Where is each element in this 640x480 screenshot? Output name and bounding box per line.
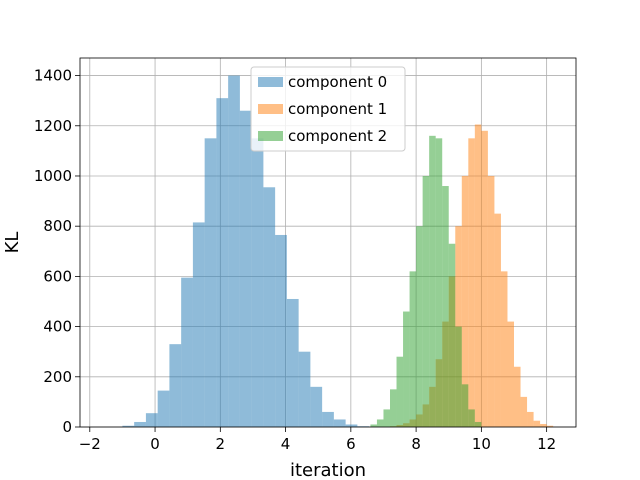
histogram-bar bbox=[494, 213, 501, 427]
histogram-bar bbox=[507, 321, 514, 427]
x-tick-label: 0 bbox=[150, 435, 160, 453]
histogram-bar bbox=[169, 344, 182, 427]
histogram-bar bbox=[442, 186, 449, 427]
histogram-bar bbox=[422, 175, 430, 427]
histogram-bar bbox=[204, 138, 217, 427]
histogram-bar bbox=[468, 138, 475, 427]
histogram-bar bbox=[157, 390, 170, 427]
y-axis-label: KL bbox=[2, 232, 23, 254]
histogram-bar bbox=[122, 425, 135, 427]
histogram-bar bbox=[474, 421, 482, 427]
histogram-bar bbox=[487, 175, 495, 427]
x-tick-label: 2 bbox=[216, 435, 226, 453]
x-tick-label: 10 bbox=[472, 435, 491, 453]
histogram-bar bbox=[435, 138, 443, 427]
histogram-bar bbox=[376, 419, 384, 427]
x-tick-label: 12 bbox=[537, 435, 556, 453]
x-tick-label: 8 bbox=[411, 435, 421, 453]
histogram-bar bbox=[416, 226, 423, 427]
histogram-bar bbox=[448, 243, 456, 427]
y-tick-label: 0 bbox=[62, 418, 72, 436]
histogram-bar bbox=[546, 425, 554, 427]
histogram-bar bbox=[216, 98, 229, 427]
histogram-bar bbox=[520, 396, 528, 427]
histogram-bar bbox=[481, 130, 488, 428]
histogram-bar bbox=[468, 409, 475, 427]
histogram-bar bbox=[455, 326, 462, 427]
histogram-bar bbox=[333, 419, 346, 427]
histogram-bar bbox=[228, 75, 240, 428]
y-tick-label: 1200 bbox=[34, 117, 72, 135]
x-tick-label: 4 bbox=[281, 435, 291, 453]
axis-ticks: −2 0 2 4 6 8 10 12 0 200 400 600 800 1000 1200 1400 bbox=[34, 67, 556, 453]
histogram-bar bbox=[251, 138, 264, 427]
histogram-bar bbox=[527, 411, 534, 427]
x-axis-label: iteration bbox=[290, 460, 366, 480]
histogram-bar bbox=[134, 421, 146, 427]
histogram-bar bbox=[396, 356, 404, 427]
histogram-bar bbox=[540, 423, 547, 427]
y-tick-label: 200 bbox=[43, 368, 72, 386]
y-tick-label: 800 bbox=[43, 217, 72, 235]
y-tick-label: 1400 bbox=[34, 67, 72, 85]
histogram-bar bbox=[403, 311, 410, 427]
histogram-bar bbox=[192, 222, 205, 427]
histogram-bar bbox=[370, 424, 377, 427]
histogram-bar bbox=[474, 124, 482, 427]
histogram-bar bbox=[390, 389, 397, 427]
histogram-bar bbox=[383, 409, 390, 427]
legend: component 0 component 1 component 2 bbox=[250, 66, 406, 152]
histogram-bar bbox=[514, 366, 521, 427]
legend-swatch bbox=[258, 104, 283, 114]
y-tick-label: 600 bbox=[43, 267, 72, 285]
histogram-bar bbox=[461, 175, 469, 427]
histogram-bar bbox=[275, 234, 287, 427]
plot-frame bbox=[79, 57, 577, 428]
legend-label: component 2 bbox=[288, 127, 387, 145]
histogram-bar bbox=[322, 411, 334, 427]
legend-box bbox=[250, 66, 406, 152]
histogram-bar bbox=[429, 135, 436, 427]
histogram-bar bbox=[533, 420, 541, 427]
histogram-bar bbox=[409, 271, 417, 427]
histogram-bar bbox=[263, 187, 276, 427]
histogram-bar bbox=[345, 424, 358, 427]
y-tick-label: 1000 bbox=[34, 167, 72, 185]
y-tick-label: 400 bbox=[43, 318, 72, 336]
legend-label: component 0 bbox=[288, 73, 387, 91]
histogram-bar bbox=[461, 384, 469, 427]
x-tick-label: 6 bbox=[346, 435, 356, 453]
histogram-bar bbox=[500, 271, 508, 427]
histogram-bar bbox=[286, 298, 299, 427]
legend-swatch bbox=[258, 77, 283, 87]
histogram-bar bbox=[310, 386, 323, 427]
x-tick-label: −2 bbox=[79, 435, 101, 453]
histogram-bar bbox=[145, 413, 158, 427]
legend-label: component 1 bbox=[288, 100, 387, 118]
histogram-bar bbox=[298, 351, 311, 427]
histogram-bar bbox=[239, 110, 252, 427]
histogram-bars bbox=[122, 75, 554, 428]
series-2 bbox=[370, 135, 482, 427]
legend-swatch bbox=[258, 131, 283, 141]
histogram-bar bbox=[181, 277, 193, 427]
